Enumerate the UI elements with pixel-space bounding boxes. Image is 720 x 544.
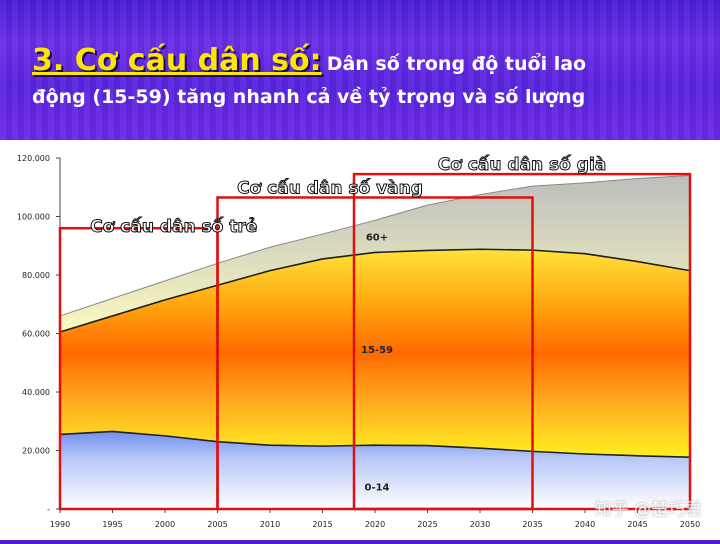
y-tick-label: 60.000 xyxy=(22,330,50,339)
title-heading: 3. Cơ cấu dân số: xyxy=(32,43,322,78)
slide-title: 3. Cơ cấu dân số: Dân số trong độ tuổi l… xyxy=(32,44,702,114)
x-tick-label: 2010 xyxy=(260,520,280,529)
x-tick-label: 2050 xyxy=(680,520,700,529)
x-tick-label: 2035 xyxy=(522,520,542,529)
y-tick-label: 120.000 xyxy=(17,154,50,163)
series-line-0-14 xyxy=(59,430,691,459)
x-tick-label: 2005 xyxy=(207,520,227,529)
series-line-15-59 xyxy=(59,248,691,333)
x-tick-label: 2025 xyxy=(417,520,437,529)
y-tick-label: - xyxy=(47,505,50,514)
y-tick-label: 100.000 xyxy=(17,213,50,222)
x-tick-label: 1995 xyxy=(102,520,122,529)
series-label-15-59: 15-59 xyxy=(361,345,393,356)
y-tick-label: 20.000 xyxy=(22,447,50,456)
series-label-60+: 60+ xyxy=(366,232,388,243)
series-label-0-14: 0-14 xyxy=(364,483,389,494)
y-tick-label: 80.000 xyxy=(22,271,50,280)
watermark: 知乎 @楚巧君 xyxy=(594,500,702,520)
series-line-60+ xyxy=(59,175,691,317)
population-chart: - 20.000 40.000 60.000 80.000 100.000 120.000 1… xyxy=(17,154,700,529)
header-background xyxy=(0,0,720,140)
bracket-frame xyxy=(352,172,692,511)
x-tick-label: 2040 xyxy=(575,520,595,529)
annotation-label: Cơ cấu dân số già xyxy=(438,154,607,175)
annotation-label: Cơ cấu dân số vàng xyxy=(237,177,423,198)
title-subtitle-part1: Dân số trong độ tuổi lao xyxy=(326,53,587,75)
title-subtitle-part2: động (15-59) tăng nhanh cả về tỷ trọng v… xyxy=(32,86,586,108)
chart-panel: - 20.000 40.000 60.000 80.000 100.000 120.000 1… xyxy=(0,140,720,540)
x-tick-label: 2000 xyxy=(155,520,175,529)
x-tick-label: 2020 xyxy=(365,520,385,529)
x-tick-label: 2030 xyxy=(470,520,490,529)
x-tick-label: 1990 xyxy=(50,520,70,529)
x-tick-label: 2015 xyxy=(312,520,332,529)
x-tick-label: 2045 xyxy=(627,520,647,529)
annotation-label: Cơ cấu dân số trẻ xyxy=(90,216,257,237)
y-tick-label: 40.000 xyxy=(22,388,50,397)
